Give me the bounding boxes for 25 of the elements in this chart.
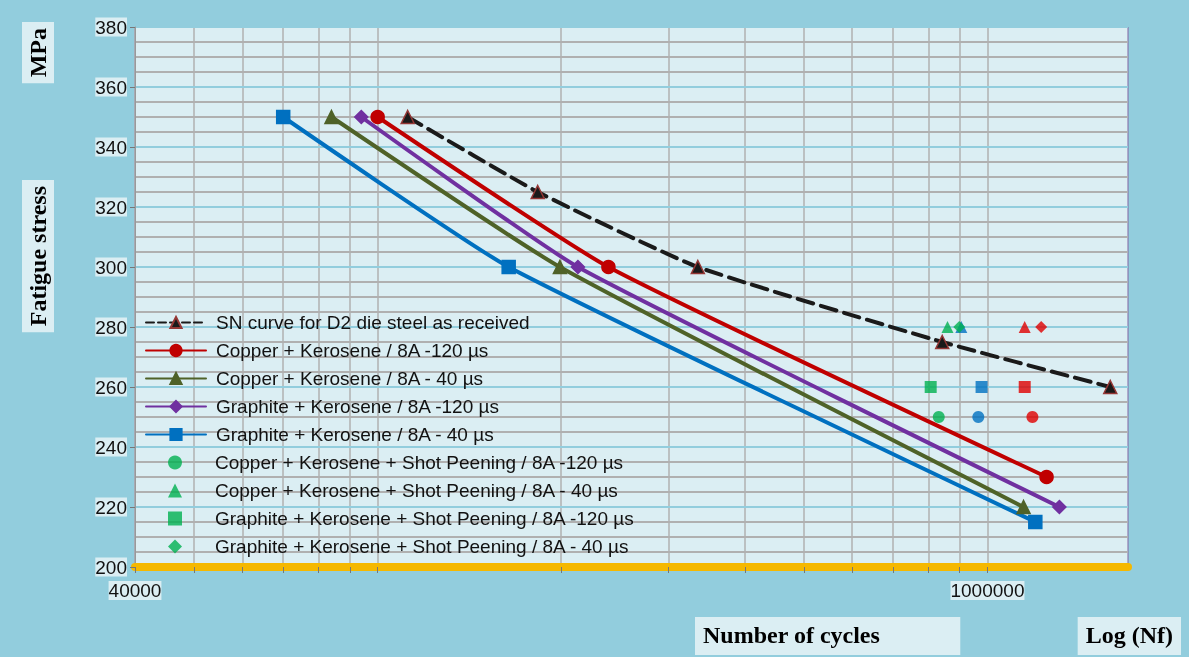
- y-tick-label: 320: [95, 196, 127, 218]
- legend-label: Graphite + Kerosene + Shot Peening / 8A -120 µs: [215, 508, 634, 529]
- text: Log (Nf): [1085, 622, 1174, 648]
- y-axis-title: Fatigue stress: [25, 186, 51, 327]
- y-tick-label: 360: [95, 76, 127, 98]
- y-tick-label: 340: [95, 136, 127, 158]
- legend-label: Graphite + Kerosene / 8A -120 µs: [216, 396, 499, 417]
- x-axis-title: Number of cycles: [703, 622, 880, 648]
- y-tick-label: 280: [95, 316, 127, 338]
- y-tick-label: 300: [95, 256, 127, 278]
- legend-label: Copper + Kerosene + Shot Peening / 8A -120 µs: [215, 452, 624, 473]
- y-tick-label: 200: [95, 556, 127, 578]
- legend-label: Copper + Kerosene / 8A -120 µs: [216, 340, 489, 361]
- legend-label: Copper + Kerosene / 8A - 40 µs: [216, 368, 484, 389]
- y-tick-label: 240: [95, 436, 127, 458]
- x-tick-label: 40000: [108, 580, 162, 601]
- text: MPa: [25, 28, 51, 78]
- legend-label: Graphite + Kerosene / 8A - 40 µs: [216, 424, 494, 445]
- y-tick-label: 260: [95, 376, 127, 398]
- legend-label: Copper + Kerosene + Shot Peening / 8A - 40 µs: [215, 480, 618, 501]
- y-tick-label: 220: [95, 496, 127, 518]
- y-tick-label: 380: [95, 16, 127, 38]
- legend-label: Graphite + Kerosene + Shot Peening / 8A - 40 µs: [215, 536, 629, 557]
- x-tick-label: 1000000: [950, 580, 1025, 601]
- legend-label: SN curve for D2 die steel as received: [216, 312, 530, 333]
